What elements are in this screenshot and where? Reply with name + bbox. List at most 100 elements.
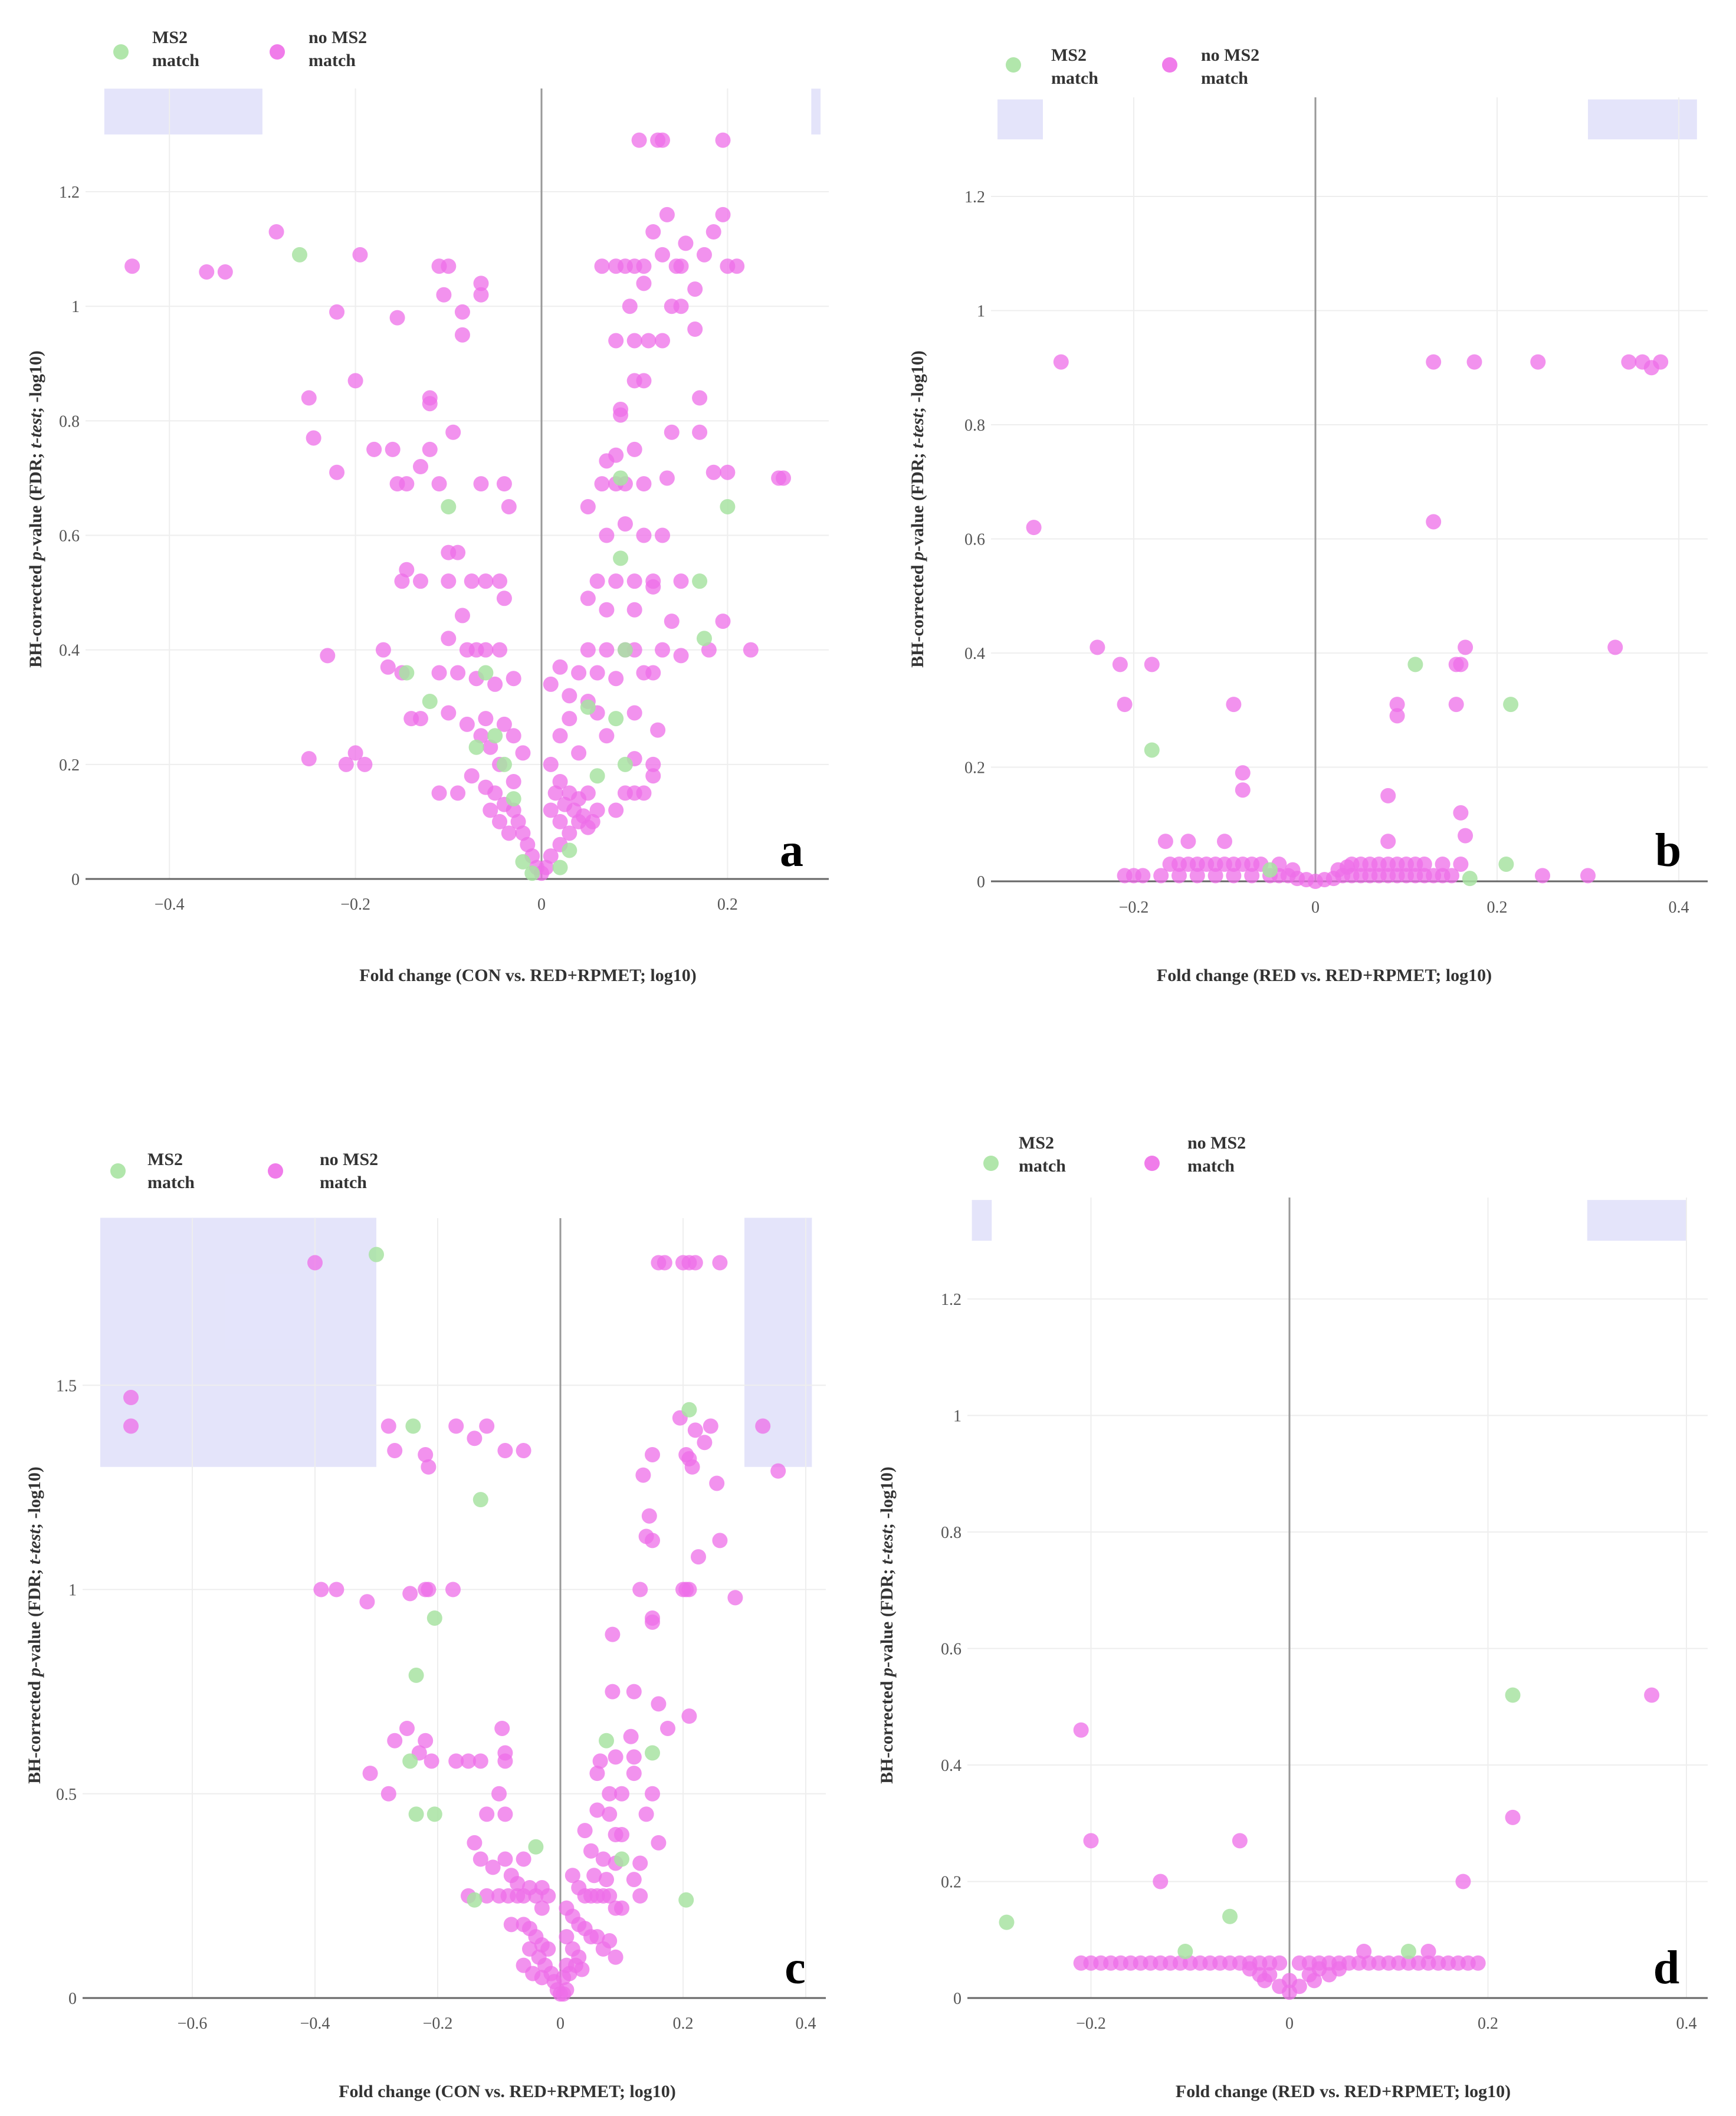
point-ms2-match xyxy=(1144,742,1160,758)
point-no-ms2-match xyxy=(431,785,447,801)
point-ms2-match xyxy=(468,739,484,755)
point-no-ms2-match xyxy=(636,527,652,543)
point-no-ms2-match xyxy=(589,1766,605,1782)
legend-no-ms2-marker xyxy=(270,44,285,60)
point-ms2-match xyxy=(589,768,605,784)
point-no-ms2-match xyxy=(651,1835,667,1851)
point-no-ms2-match xyxy=(650,722,666,738)
x-tick-label: −0.2 xyxy=(340,895,370,914)
point-no-ms2-match xyxy=(329,304,345,320)
point-ms2-match xyxy=(405,1418,421,1434)
point-ms2-match xyxy=(1400,1944,1416,1959)
point-no-ms2-match xyxy=(1621,354,1637,370)
point-ms2-match xyxy=(408,1806,424,1822)
point-no-ms2-match xyxy=(479,1888,495,1904)
point-no-ms2-match xyxy=(1530,354,1546,370)
point-no-ms2-match xyxy=(543,802,559,818)
y-tick-label: 0.6 xyxy=(941,1641,961,1659)
point-no-ms2-match xyxy=(450,544,466,560)
point-ms2-match xyxy=(681,1402,697,1418)
point-no-ms2-match xyxy=(473,275,489,291)
point-no-ms2-match xyxy=(1189,868,1205,884)
point-ms2-match xyxy=(645,1745,660,1761)
point-no-ms2-match xyxy=(313,1582,329,1597)
point-no-ms2-match xyxy=(461,1753,476,1769)
point-no-ms2-match xyxy=(487,676,503,692)
legend-ms2-label: MS2 xyxy=(147,1150,183,1169)
x-axis-title: Fold change (RED vs. RED+RPMET; log10) xyxy=(1176,2082,1511,2101)
point-no-ms2-match xyxy=(586,1868,602,1884)
point-ms2-match xyxy=(441,498,457,514)
point-ms2-match xyxy=(599,1733,614,1748)
point-no-ms2-match xyxy=(602,1933,618,1949)
point-no-ms2-match xyxy=(1420,1944,1436,1959)
point-no-ms2-match xyxy=(454,608,470,624)
point-no-ms2-match xyxy=(623,1728,639,1744)
point-no-ms2-match xyxy=(755,1418,771,1434)
point-no-ms2-match xyxy=(1426,354,1442,370)
point-no-ms2-match xyxy=(543,676,559,692)
point-no-ms2-match xyxy=(599,642,615,658)
point-no-ms2-match xyxy=(483,802,498,818)
legend-ms2-marker xyxy=(983,1156,999,1171)
y-tick-label: 0.6 xyxy=(59,527,80,546)
point-no-ms2-match xyxy=(594,258,610,274)
point-no-ms2-match xyxy=(614,1900,629,1916)
point-no-ms2-match xyxy=(592,1753,608,1769)
plot-area: −0.6 −0.4 −0.2 0 0.2 0.4 0 0.5 1 1.5 xyxy=(56,1218,826,2033)
point-no-ms2-match xyxy=(594,476,610,492)
point-no-ms2-match xyxy=(659,206,675,222)
point-no-ms2-match xyxy=(445,424,461,440)
point-no-ms2-match xyxy=(362,1766,378,1782)
point-no-ms2-match xyxy=(678,235,694,251)
point-no-ms2-match xyxy=(645,1446,660,1462)
point-no-ms2-match xyxy=(585,813,600,829)
point-no-ms2-match xyxy=(556,1986,572,2002)
point-no-ms2-match xyxy=(1435,856,1451,872)
point-no-ms2-match xyxy=(540,1888,556,1904)
point-no-ms2-match xyxy=(1416,856,1432,872)
point-ms2-match xyxy=(613,550,629,566)
point-no-ms2-match xyxy=(571,745,587,761)
point-no-ms2-match xyxy=(1535,868,1550,884)
y-tick-label: 0.4 xyxy=(964,645,985,663)
x-tick-label: 0 xyxy=(1311,898,1320,917)
point-no-ms2-match xyxy=(1112,657,1128,672)
point-no-ms2-match xyxy=(681,1582,697,1597)
point-no-ms2-match xyxy=(1458,828,1474,844)
point-no-ms2-match xyxy=(1256,1973,1272,1989)
point-no-ms2-match xyxy=(635,1467,651,1483)
x-tick-label: −0.4 xyxy=(155,895,185,914)
point-no-ms2-match xyxy=(655,333,671,349)
x-tick-label: 0 xyxy=(556,2015,565,2033)
highlight-region xyxy=(100,1218,376,1467)
plot-area: −0.2 0 0.2 0.4 0 0.2 0.4 0.6 0.8 1 1.2 xyxy=(941,1198,1708,2033)
point-ms2-match xyxy=(487,728,503,744)
legend-no-ms2-label: no MS2 xyxy=(1187,1133,1246,1153)
point-no-ms2-match xyxy=(631,132,647,148)
point-no-ms2-match xyxy=(645,579,661,595)
y-tick-label: 0.4 xyxy=(941,1757,961,1775)
point-no-ms2-match xyxy=(1117,868,1133,884)
point-no-ms2-match xyxy=(626,1749,642,1765)
highlight-region xyxy=(1588,99,1697,140)
point-no-ms2-match xyxy=(608,671,624,687)
point-ms2-match xyxy=(478,665,494,681)
point-no-ms2-match xyxy=(441,705,457,721)
point-no-ms2-match xyxy=(436,287,452,303)
point-no-ms2-match xyxy=(703,1418,718,1434)
point-no-ms2-match xyxy=(385,441,401,457)
point-no-ms2-match xyxy=(459,716,475,732)
y-tick-label: 1 xyxy=(68,1582,77,1600)
point-no-ms2-match xyxy=(497,1806,513,1822)
point-no-ms2-match xyxy=(538,859,554,875)
legend-ms2-label: match xyxy=(1019,1156,1066,1176)
point-no-ms2-match xyxy=(450,665,466,681)
point-no-ms2-match xyxy=(1089,639,1105,655)
point-no-ms2-match xyxy=(357,756,373,772)
point-no-ms2-match xyxy=(626,705,642,721)
point-no-ms2-match xyxy=(645,1614,660,1630)
point-no-ms2-match xyxy=(1226,697,1242,713)
point-no-ms2-match xyxy=(1153,868,1169,884)
point-no-ms2-match xyxy=(1291,1979,1307,1994)
